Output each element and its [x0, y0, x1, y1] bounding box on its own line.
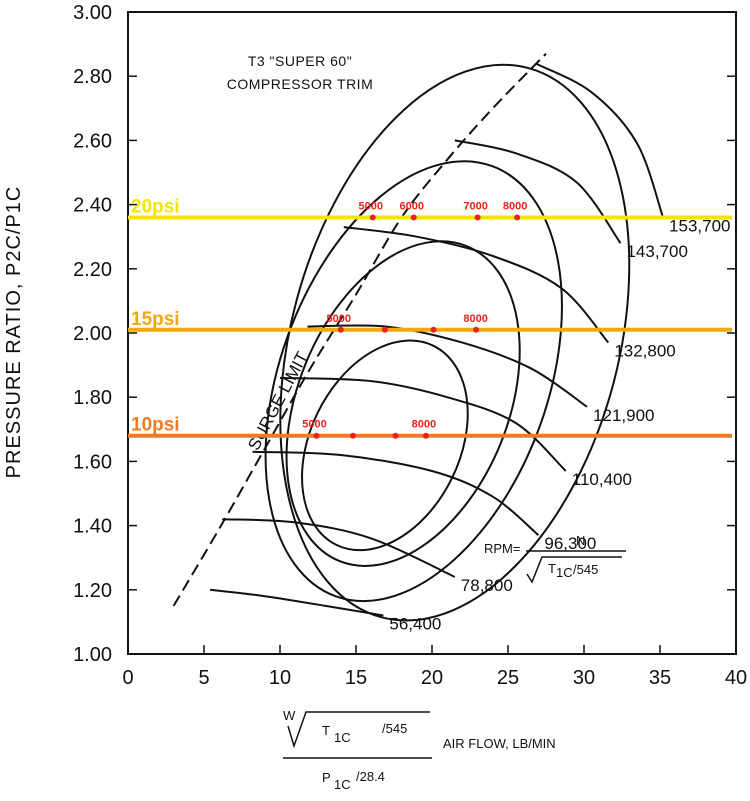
x-label-suffix: AIR FLOW, LB/MIN [443, 736, 556, 751]
speed-line [343, 226, 610, 344]
y-tick-label: 1.20 [73, 580, 112, 602]
x-label-sqrt [287, 711, 430, 749]
rpm-dot [392, 432, 399, 439]
efficiency-island [301, 339, 469, 552]
rpm-label: 7000 [463, 200, 487, 212]
y-tick-label: 1.60 [73, 451, 112, 473]
speed-lines: 56,400 78,800 96,300 110,400 121,900 132,800 1… [209, 62, 730, 633]
x-label-w: W [283, 708, 296, 723]
speed-line [307, 324, 588, 408]
y-tick-label: 1.40 [73, 516, 112, 538]
rpm-formula-t: T [548, 561, 556, 576]
rpm-formula-label: RPM= [484, 541, 520, 556]
boost-overlays: 20psi 5000 6000 7000 8000 15psi 5000 8000 10psi 5… [128, 196, 732, 439]
rpm-label: 5000 [302, 419, 326, 431]
rpm-dot [473, 326, 480, 333]
x-tick-label: 20 [421, 667, 443, 689]
speed-line-label: 121,900 [593, 406, 654, 425]
x-label-t-sub: 1C [334, 730, 351, 745]
boost-label: 20psi [131, 196, 180, 217]
y-tick-label: 1.80 [73, 387, 112, 409]
speed-line [454, 139, 622, 244]
rpm-formula-t-sub: 1C [556, 565, 573, 580]
y-tick-label: 2.00 [73, 323, 112, 345]
rpm-dot [313, 432, 320, 439]
speed-line [252, 450, 540, 536]
rpm-dot [381, 326, 388, 333]
x-tick-label: 35 [649, 667, 671, 689]
rpm-dot [422, 432, 429, 439]
x-tick-label: 5 [198, 667, 209, 689]
title-line-1: T3 "SUPER 60" [248, 53, 352, 69]
x-label-t-rest: /545 [382, 721, 407, 736]
rpm-dot [349, 432, 356, 439]
y-tick-label: 1.00 [73, 644, 112, 666]
y-tick-label: 2.60 [73, 130, 112, 152]
speed-line [222, 518, 456, 578]
x-axis-ticks: 0 5 10 15 20 25 30 35 40 [122, 645, 747, 689]
speed-line-label: 143,700 [626, 242, 687, 261]
rpm-label: 6000 [400, 200, 424, 212]
y-tick-label: 3.00 [73, 2, 112, 24]
rpm-label: 5000 [327, 313, 351, 325]
rpm-formula-numerator: N [576, 533, 585, 548]
rpm-formula-sqrt [526, 556, 622, 584]
x-tick-label: 30 [573, 667, 595, 689]
x-label-t: T [322, 723, 330, 738]
efficiency-island [285, 240, 521, 567]
efficiency-island [264, 160, 563, 603]
speed-line-label: 153,700 [669, 216, 730, 235]
efficiency-islands [264, 63, 631, 622]
rpm-dot [369, 214, 376, 221]
rpm-formula: RPM= N T 1C /545 [484, 533, 626, 584]
rpm-label: 8000 [463, 313, 487, 325]
y-tick-label: 2.80 [73, 66, 112, 88]
rpm-label: 8000 [503, 200, 527, 212]
speed-line-label: 96,300 [544, 534, 596, 553]
x-label-p-sub: 1C [334, 777, 351, 792]
speed-line [534, 62, 664, 218]
x-tick-label: 0 [122, 667, 133, 689]
x-label-p-rest: /28.4 [356, 769, 385, 784]
y-tick-label: 2.20 [73, 259, 112, 281]
y-axis-title: PRESSURE RATIO, P2C/P1C [3, 186, 25, 479]
efficiency-island [279, 63, 631, 622]
rpm-dot [337, 326, 344, 333]
speed-line [209, 588, 384, 617]
rpm-dot [474, 214, 481, 221]
x-tick-label: 15 [345, 667, 367, 689]
y-tick-label: 2.40 [73, 195, 112, 217]
boost-label: 15psi [131, 309, 180, 330]
speed-line-label: 110,400 [572, 470, 632, 489]
speed-line-label: 56,400 [389, 614, 441, 633]
rpm-dot [514, 214, 521, 221]
y-axis-ticks: 1.00 1.20 1.40 1.60 1.80 2.00 2.20 2.40 2.60 2.80… [73, 2, 736, 666]
x-tick-label: 25 [497, 667, 519, 689]
speed-line-label: 132,800 [614, 342, 675, 361]
x-tick-label: 40 [725, 667, 747, 689]
x-tick-label: 10 [269, 667, 291, 689]
surge-limit-line [172, 53, 547, 607]
boost-label: 10psi [131, 415, 180, 436]
speed-line-label: 78,800 [461, 576, 513, 595]
rpm-label: 8000 [412, 419, 436, 431]
plot-frame [127, 11, 737, 655]
rpm-formula-t-rest: /545 [573, 562, 598, 577]
rpm-label: 5000 [358, 200, 382, 212]
x-axis-label: W T 1C /545 AIR FLOW, LB/MIN P 1C /28.4 [283, 708, 556, 792]
rpm-dot [410, 214, 417, 221]
y-axis-label: PRESSURE RATIO, P2C/P1C [3, 186, 25, 479]
rpm-dot [430, 326, 437, 333]
chart-title: T3 "SUPER 60" COMPRESSOR TRIM [227, 53, 373, 92]
title-line-2: COMPRESSOR TRIM [227, 76, 373, 92]
x-label-p: P [322, 770, 331, 785]
